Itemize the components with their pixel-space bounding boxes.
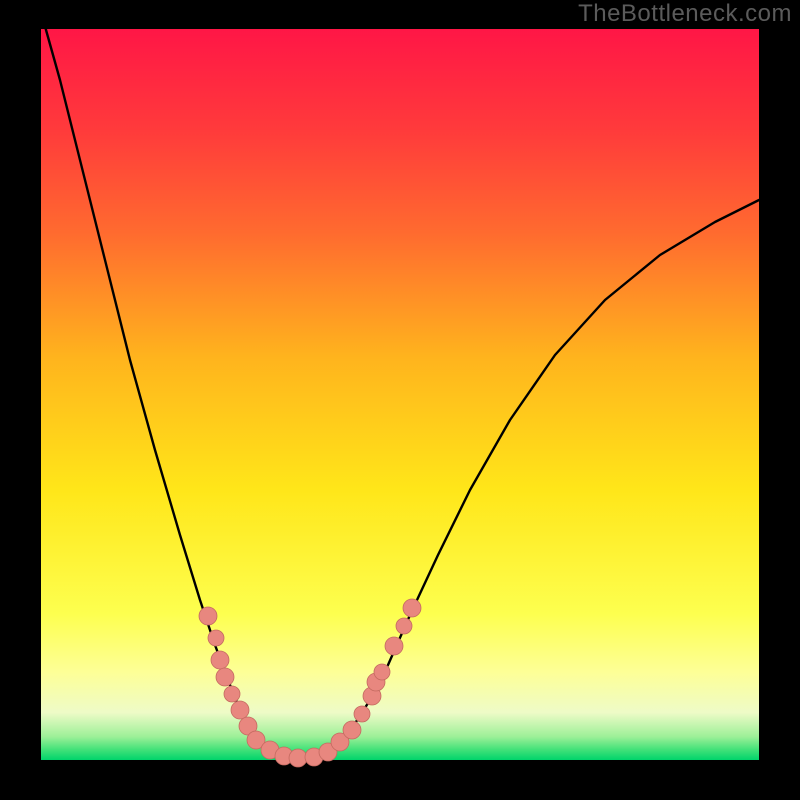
data-marker [216, 668, 234, 686]
data-marker [199, 607, 217, 625]
data-marker [211, 651, 229, 669]
data-marker [343, 721, 361, 739]
data-marker [403, 599, 421, 617]
data-marker [396, 618, 412, 634]
bottleneck-curve-chart [0, 0, 800, 800]
data-marker [385, 637, 403, 655]
chart-container: TheBottleneck.com [0, 0, 800, 800]
data-marker [289, 749, 307, 767]
data-marker [208, 630, 224, 646]
watermark-text: TheBottleneck.com [578, 0, 792, 28]
data-marker [231, 701, 249, 719]
data-marker [224, 686, 240, 702]
data-marker [354, 706, 370, 722]
data-marker [374, 664, 390, 680]
